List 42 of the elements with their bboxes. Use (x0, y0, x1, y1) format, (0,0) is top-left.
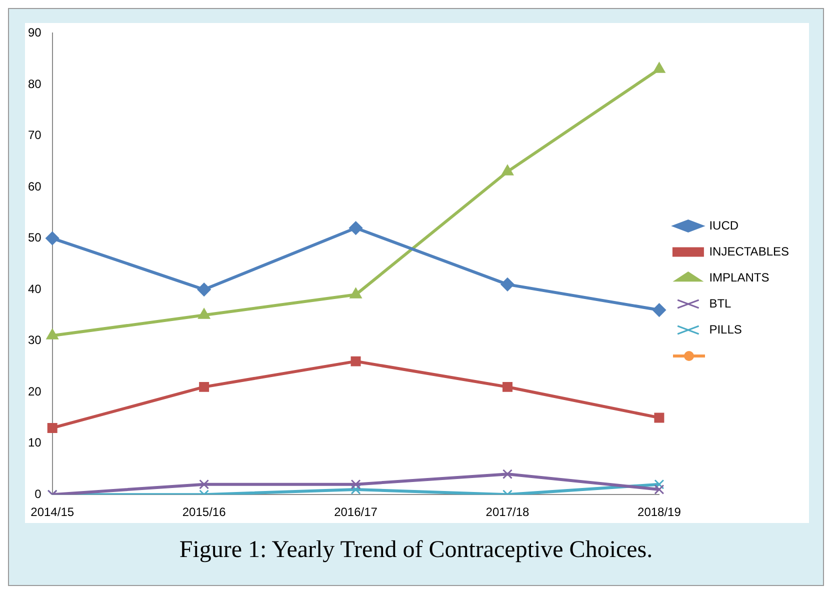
x-tick-label: 2017/18 (486, 505, 530, 520)
y-tick-label: 20 (28, 384, 42, 398)
x-tick-label: 2018/19 (638, 505, 682, 520)
point (350, 356, 361, 366)
point (502, 164, 514, 176)
legend-label: INJECTABLES (709, 244, 790, 258)
point (350, 484, 361, 494)
point (350, 288, 362, 298)
y-tick-label: 70 (28, 128, 42, 142)
legend-label: IMPLANTS (709, 270, 770, 284)
y-tick-label: 90 (28, 26, 42, 40)
x-tick-label: 2016/17 (334, 505, 378, 520)
point (502, 382, 512, 392)
y-tick-label: 50 (28, 230, 42, 245)
point (500, 278, 514, 292)
x-tick-label: 2014/15 (30, 505, 74, 520)
point (654, 484, 664, 494)
point (197, 282, 211, 296)
point (652, 303, 666, 317)
y-tick-label: 30 (28, 333, 42, 348)
y-tick-label: 80 (28, 76, 42, 91)
text: Figure 1: Yearly Trend of Contraceptive Choices. (178, 537, 654, 564)
legend-label: IUCD (709, 218, 739, 232)
point (653, 62, 666, 73)
legend-label: BTL (709, 296, 732, 310)
point (502, 469, 512, 480)
point (350, 479, 361, 490)
point (47, 422, 58, 433)
y-tick-label: 10 (28, 436, 42, 450)
x-tick-label: 2015/16 (182, 505, 226, 520)
y-tick-label: 60 (28, 179, 42, 194)
point (654, 412, 664, 423)
point (349, 221, 363, 235)
point (199, 479, 210, 490)
point (654, 479, 664, 490)
point (46, 328, 58, 340)
point (198, 308, 210, 319)
y-tick-label: 0 (34, 486, 42, 501)
legend-label: PILLS (709, 322, 742, 336)
point (199, 382, 210, 392)
point (46, 232, 60, 246)
y-tick-label: 40 (28, 282, 42, 296)
